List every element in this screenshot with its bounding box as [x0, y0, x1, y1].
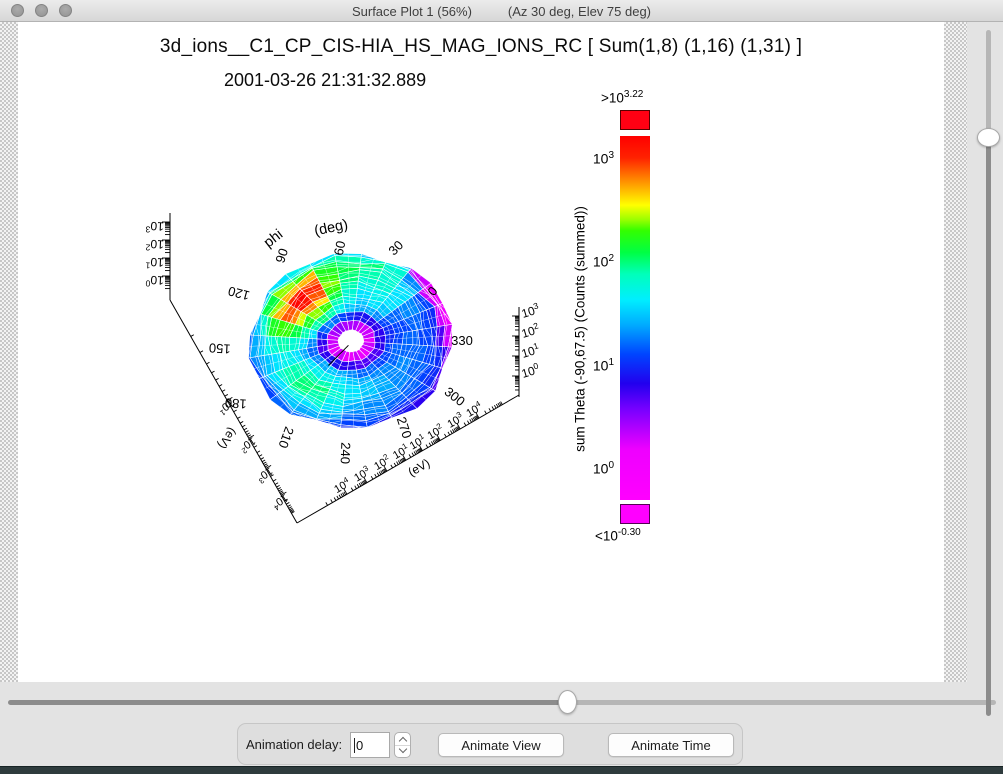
svg-text:102: 102 [237, 434, 259, 455]
svg-text:180: 180 [225, 395, 247, 411]
background-window-edge [0, 766, 1003, 774]
svg-text:101: 101 [407, 432, 429, 453]
close-button[interactable] [11, 4, 24, 17]
left-gutter-pattern [0, 22, 18, 682]
window-view-info: (Az 30 deg, Elev 75 deg) [507, 3, 652, 19]
svg-text:120: 120 [226, 283, 251, 303]
colorbar-tick-label: 100 [592, 459, 614, 477]
svg-text:300: 300 [442, 384, 468, 409]
svg-text:240: 240 [338, 442, 354, 464]
colorbar-over-swatch [620, 110, 650, 130]
right-gutter-pattern [944, 22, 967, 682]
animation-delay-value: 0 [356, 737, 364, 753]
horizontal-slider-track-filled[interactable] [8, 700, 568, 705]
svg-text:103: 103 [351, 463, 373, 484]
stepper-down-button[interactable] [395, 744, 410, 757]
svg-text:102: 102 [424, 421, 446, 442]
colorbar-over-label: >103.22 [601, 89, 644, 106]
svg-text:103: 103 [519, 300, 541, 320]
horizontal-slider-track[interactable] [568, 700, 996, 705]
horizontal-slider-thumb[interactable] [558, 690, 577, 714]
animate-view-button[interactable]: Animate View [438, 733, 564, 757]
text-caret [354, 737, 355, 753]
svg-text:104: 104 [463, 399, 485, 420]
svg-text:101: 101 [216, 396, 238, 417]
plot-timestamp: 2001-03-26 21:31:32.889 [224, 70, 427, 90]
svg-text:102: 102 [519, 320, 541, 340]
animate-time-button[interactable]: Animate Time [608, 733, 734, 757]
colorbar-under-swatch [620, 504, 650, 524]
svg-text:330: 330 [451, 333, 473, 348]
stepper-up-button[interactable] [395, 733, 410, 746]
svg-text:101: 101 [519, 340, 541, 360]
svg-text:270: 270 [394, 415, 415, 440]
vertical-slider-track-filled[interactable] [986, 138, 991, 716]
svg-text:100: 100 [519, 360, 541, 380]
plot-draw-area[interactable] [18, 22, 944, 682]
animation-delay-stepper [394, 732, 411, 758]
vertical-slider-track[interactable] [986, 30, 991, 138]
donut-surface [247, 252, 455, 430]
animation-delay-label: Animation delay: [246, 737, 343, 752]
svg-text:101: 101 [145, 255, 164, 272]
svg-text:210: 210 [275, 425, 297, 451]
svg-text:(eV): (eV) [406, 456, 433, 479]
colorbar-under-label: <10-0.30 [595, 527, 641, 544]
animation-controls-panel: Animation delay: 0 Animate View Animate … [237, 723, 743, 765]
colorbar-tick-label: 101 [592, 356, 614, 374]
chevron-down-icon [398, 744, 407, 753]
svg-text:104: 104 [269, 491, 291, 512]
animation-delay-input[interactable]: 0 [350, 732, 390, 758]
svg-text:103: 103 [444, 410, 466, 431]
colorbar-tick-label: 102 [592, 253, 614, 270]
svg-text:150: 150 [209, 340, 231, 356]
svg-text:103: 103 [145, 219, 164, 236]
plot-title: 3d_ions__C1_CP_CIS-HIA_HS_MAG_IONS_RC [ … [159, 36, 803, 57]
svg-text:30: 30 [385, 237, 406, 258]
window-title: Surface Plot 1 (56%) [351, 3, 472, 19]
minimize-button[interactable] [35, 4, 48, 17]
svg-text:101: 101 [390, 441, 412, 462]
colorbar-gradient [620, 136, 650, 500]
svg-text:104: 104 [331, 475, 353, 496]
colorbar-axis-label: sum Theta (-90,67.5) (Counts (summed)) [572, 206, 588, 452]
svg-text:60: 60 [331, 239, 349, 256]
zoom-button[interactable] [59, 4, 72, 17]
svg-text:(deg): (deg) [313, 217, 349, 240]
svg-text:90: 90 [272, 246, 291, 264]
svg-text:100: 100 [145, 273, 164, 290]
colorbar-tick-label: 103 [592, 149, 614, 167]
vertical-slider-thumb[interactable] [977, 128, 1000, 147]
svg-text:(eV): (eV) [215, 425, 239, 452]
svg-text:phi: phi [261, 227, 286, 252]
titlebar: Surface Plot 1 (56%) (Az 30 deg, Elev 75… [0, 0, 1003, 22]
svg-text:102: 102 [371, 452, 393, 473]
svg-text:102: 102 [145, 237, 164, 254]
plot-axes [162, 213, 520, 524]
svg-text:103: 103 [254, 464, 276, 485]
